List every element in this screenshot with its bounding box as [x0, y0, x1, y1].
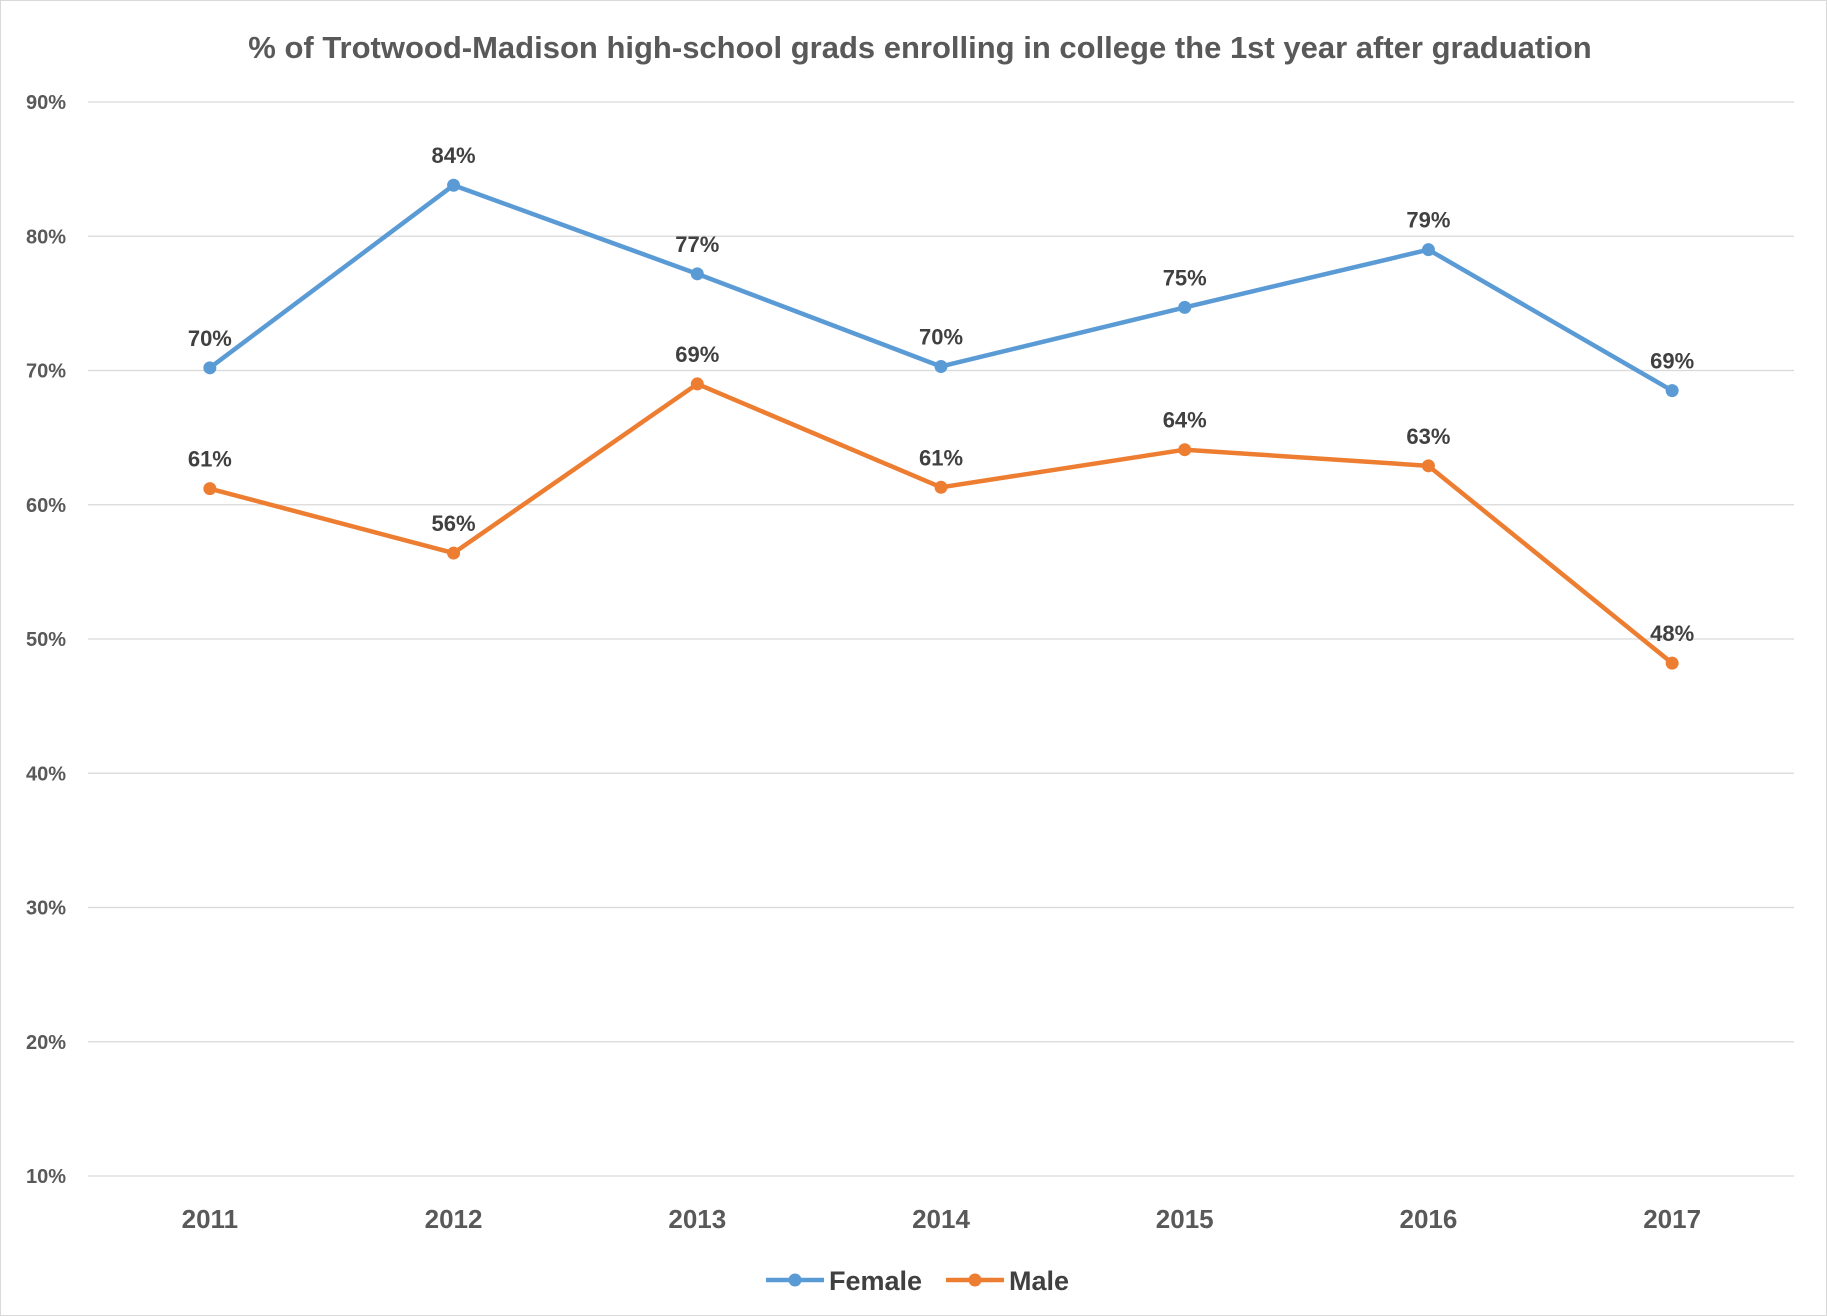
y-tick-label: 30% — [26, 898, 66, 920]
data-label: 69% — [675, 342, 719, 367]
legend-label: Male — [1009, 1266, 1069, 1296]
data-point — [1665, 384, 1679, 398]
x-tick-label: 2016 — [1400, 1204, 1458, 1234]
series-line — [207, 381, 1675, 666]
y-tick-label: 80% — [26, 226, 66, 248]
x-tick-label: 2011 — [182, 1204, 238, 1234]
series-line — [207, 182, 1675, 393]
y-tick-label: 20% — [26, 1032, 66, 1054]
legend-item-female: Female — [766, 1266, 922, 1296]
x-axis-tick-labels: 2011 2012 2013 2014 2015 2016 2017 — [182, 1204, 1701, 1234]
legend: Female Male — [766, 1266, 1069, 1296]
data-point — [1421, 459, 1435, 473]
y-tick-label: 90% — [26, 92, 66, 114]
y-axis-tick-labels: 10% 20% 30% 40% 50% 60% 70% 80% 90% — [26, 92, 66, 1188]
data-label: 63% — [1406, 424, 1450, 449]
data-point — [447, 546, 461, 560]
x-tick-label: 2013 — [668, 1204, 726, 1234]
series-male: 61% 56% 69% 61% 64% 63% 48% — [188, 342, 1694, 670]
legend-marker — [788, 1273, 802, 1287]
data-point — [690, 377, 704, 391]
y-tick-label: 70% — [26, 361, 66, 383]
y-tick-label: 50% — [26, 629, 66, 651]
data-point — [1178, 300, 1192, 314]
legend-marker — [968, 1273, 982, 1287]
data-label: 61% — [919, 445, 963, 470]
series-female: 70% 84% 77% 70% 75% 79% 69% — [188, 143, 1694, 398]
data-point — [1665, 656, 1679, 670]
legend-item-male: Male — [946, 1266, 1069, 1296]
data-label: 61% — [188, 447, 232, 472]
data-label: 75% — [1163, 265, 1207, 290]
data-label: 70% — [188, 326, 232, 351]
data-point — [203, 482, 217, 496]
data-point — [1178, 443, 1192, 457]
data-label: 79% — [1406, 208, 1450, 233]
data-label: 70% — [919, 324, 963, 349]
data-label: 69% — [1650, 349, 1694, 374]
gridlines — [88, 101, 1794, 1177]
x-tick-label: 2017 — [1643, 1204, 1701, 1234]
series-layer: 70% 84% 77% 70% 75% 79% 69% 61% 56% 69% 61% 64% 63% 4… — [188, 143, 1694, 670]
data-point — [1421, 243, 1435, 257]
data-point — [934, 480, 948, 494]
y-tick-label: 10% — [26, 1166, 66, 1188]
data-label: 48% — [1650, 621, 1694, 646]
x-tick-label: 2012 — [425, 1204, 483, 1234]
data-point — [934, 359, 948, 373]
x-tick-label: 2014 — [912, 1204, 970, 1234]
legend-label: Female — [829, 1266, 922, 1296]
data-label: 56% — [432, 511, 476, 536]
data-point — [203, 361, 217, 375]
chart-title: % of Trotwood-Madison high-school grads … — [248, 30, 1591, 65]
data-label: 84% — [432, 143, 476, 168]
data-point — [447, 178, 461, 192]
x-tick-label: 2015 — [1156, 1204, 1214, 1234]
data-label: 77% — [675, 232, 719, 257]
y-tick-label: 60% — [26, 495, 66, 517]
data-label: 64% — [1163, 408, 1207, 433]
data-point — [690, 267, 704, 281]
y-tick-label: 40% — [26, 763, 66, 785]
